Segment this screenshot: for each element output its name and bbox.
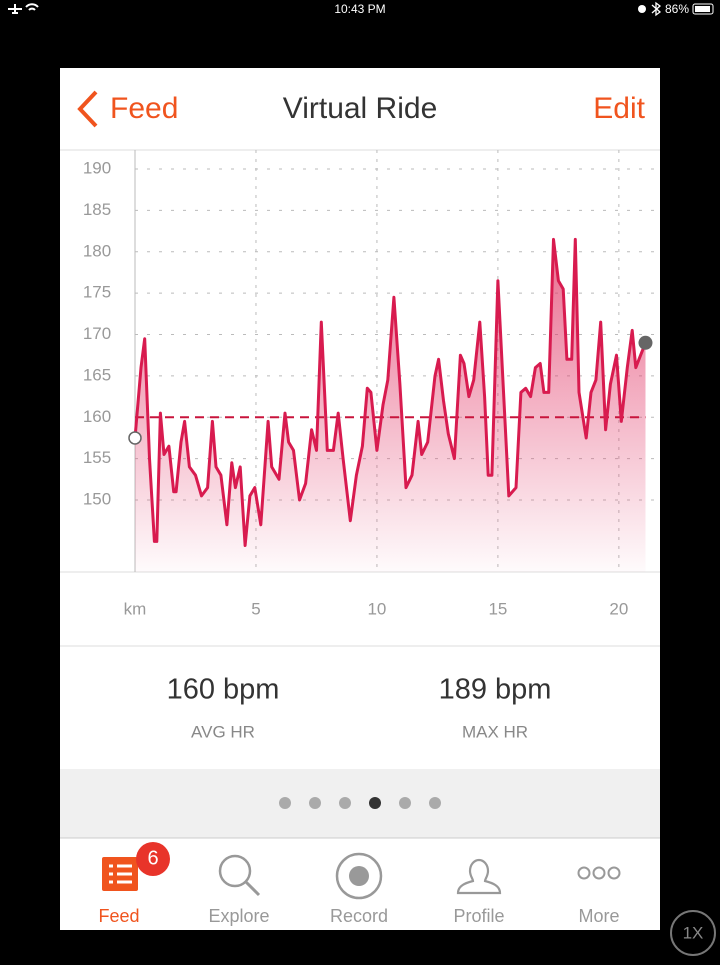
chart: 150 155 160 165 170 175 180 185 190 km 5 10 15 20: [83, 150, 660, 618]
tab-more[interactable]: More: [577, 866, 621, 926]
x-tick-label: km: [124, 599, 147, 618]
edit-button[interactable]: Edit: [593, 92, 645, 125]
x-tick-label: 5: [251, 599, 260, 618]
area: [135, 239, 646, 572]
zoom-label: 1X: [683, 923, 704, 942]
badge: [136, 842, 170, 876]
record-icon: [335, 852, 383, 900]
line: [133, 237, 647, 547]
tab-label: More: [578, 906, 619, 926]
badge-count: 6: [147, 847, 158, 869]
profile-icon: [456, 858, 502, 895]
stat-value: 160 bpm: [167, 674, 280, 706]
page-dot[interactable]: [429, 797, 441, 809]
tab-label: Feed: [98, 906, 139, 926]
x-tick-label: 10: [367, 599, 386, 618]
tab-feed[interactable]: 6 Feed: [98, 842, 170, 926]
wifi-icon: [25, 3, 39, 11]
y-tick-label: 160: [83, 407, 111, 426]
tab-profile[interactable]: Profile: [453, 858, 505, 926]
tab-label: Explore: [208, 906, 269, 926]
y-tick-label: 185: [83, 200, 111, 219]
more-icon: [592, 866, 606, 880]
back-button[interactable]: Feed: [110, 92, 178, 125]
y-tick-label: 155: [83, 448, 111, 467]
page-dot-active[interactable]: [369, 797, 381, 809]
airplane-icon: [8, 4, 22, 14]
more-icon: [577, 866, 591, 880]
stat-value: 189 bpm: [439, 674, 552, 706]
battery-level: [695, 6, 710, 12]
status-time: 10:43 PM: [334, 2, 385, 16]
page-dots: [279, 797, 441, 809]
battery-icon: [692, 3, 714, 15]
page-dot[interactable]: [309, 797, 321, 809]
explore-icon-handle: [244, 880, 261, 897]
y-tick-label: 150: [83, 489, 111, 508]
battery-percent: 86%: [665, 2, 689, 16]
x-tick-label: 20: [609, 599, 628, 618]
tab-record[interactable]: Record: [330, 852, 388, 926]
y-tick-label: 175: [83, 283, 111, 302]
record-icon-dot: [349, 866, 369, 886]
end-marker: [638, 335, 653, 350]
tab-label: Profile: [453, 906, 504, 926]
bluetooth-icon: [651, 1, 662, 17]
stat-label: MAX HR: [462, 722, 528, 741]
y-tick-label: 170: [83, 324, 111, 343]
page-dot[interactable]: [399, 797, 411, 809]
more-icon: [607, 866, 621, 880]
page-dot[interactable]: [279, 797, 291, 809]
y-tick-label: 165: [83, 365, 111, 384]
explore-icon: [218, 854, 252, 888]
pager-band: [60, 769, 660, 838]
feed-icon-lines: [109, 864, 132, 884]
zoom-button[interactable]: [670, 910, 716, 956]
start-marker: [128, 431, 142, 445]
page-dot[interactable]: [339, 797, 351, 809]
stat-label: AVG HR: [191, 722, 255, 741]
tab-explore[interactable]: Explore: [208, 854, 270, 926]
x-tick-label: 15: [488, 599, 507, 618]
tab-label: Record: [330, 906, 388, 926]
moon-icon: [638, 5, 646, 13]
y-tick-label: 180: [83, 241, 111, 260]
y-tick-label: 190: [83, 159, 111, 178]
back-chevron[interactable]: [77, 90, 98, 128]
nav-title: Virtual Ride: [283, 92, 438, 125]
